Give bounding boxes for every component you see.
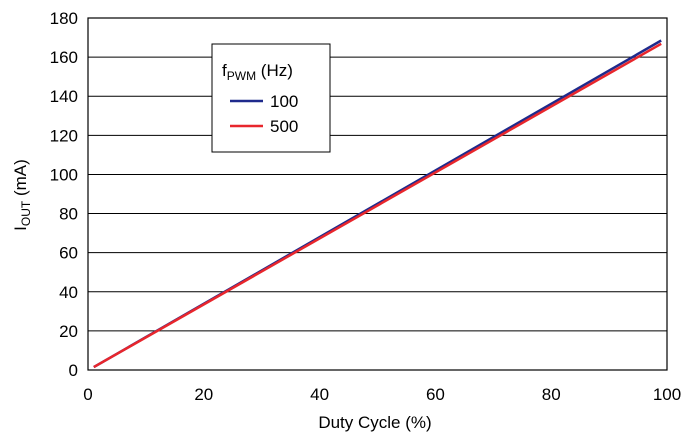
x-tick-label: 100	[653, 385, 681, 404]
grid-lines	[88, 56, 667, 332]
y-axis-label-main: I	[11, 226, 30, 231]
x-axis-label: Duty Cycle (%)	[318, 413, 431, 432]
legend-title-main: f	[222, 61, 227, 80]
series-line-500	[93, 42, 662, 369]
y-tick-label: 120	[50, 126, 78, 145]
y-tick-label: 100	[50, 165, 78, 184]
y-tick-label: 180	[50, 9, 78, 28]
y-tick-label: 20	[59, 322, 78, 341]
y-axis-label-sub: OUT	[19, 200, 33, 226]
y-tick-label: 80	[59, 205, 78, 224]
legend-title-unit: (Hz)	[256, 61, 293, 80]
legend-box	[211, 43, 331, 153]
legend-label-500: 500	[270, 117, 298, 136]
plot-frame	[87, 17, 668, 371]
y-axis-label-unit: (mA)	[11, 159, 30, 201]
x-tick-label: 0	[83, 385, 92, 404]
legend-title-sub: PWM	[227, 69, 256, 83]
x-tick-labels: 0 20 40 60 80 100	[83, 385, 681, 404]
x-tick-label: 20	[194, 385, 213, 404]
x-tick-label: 80	[542, 385, 561, 404]
y-tick-label: 40	[59, 283, 78, 302]
legend-label-100: 100	[270, 92, 298, 111]
legend: fPWM (Hz) 100 500	[211, 43, 331, 153]
y-tick-label: 0	[69, 361, 78, 380]
x-tick-label: 40	[310, 385, 329, 404]
y-tick-label: 140	[50, 87, 78, 106]
legend-title: fPWM (Hz)	[222, 61, 293, 83]
y-tick-label: 60	[59, 244, 78, 263]
y-axis-label: IOUT (mA)	[11, 159, 33, 231]
x-tick-label: 60	[426, 385, 445, 404]
series-lines	[93, 39, 662, 369]
y-tick-label: 160	[50, 48, 78, 67]
y-tick-labels: 0 20 40 60 80 100 120 140 160 180	[50, 9, 78, 380]
